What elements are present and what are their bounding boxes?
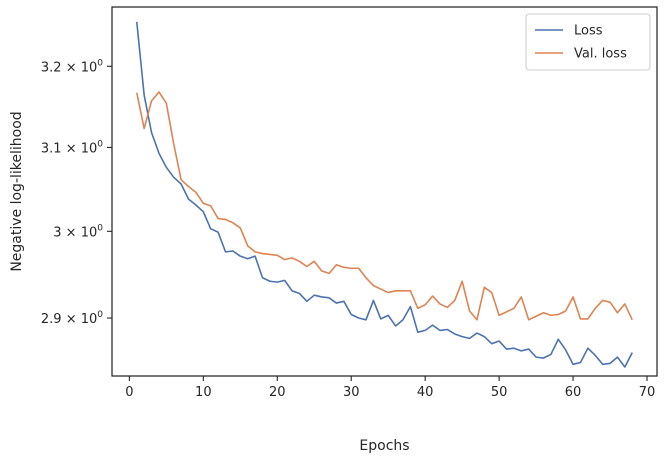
x-axis-label: Epochs — [359, 438, 409, 454]
x-tick-label: 10 — [195, 385, 212, 400]
series-layer — [135, 21, 633, 368]
legend-label-val-loss: Val. loss — [574, 47, 627, 62]
series-line-loss — [135, 21, 633, 368]
y-axis-ticks: 2.9 × 100 3 × 100 3.1 × 100 3.2 × 100 — [41, 58, 112, 327]
x-tick-label: 0 — [125, 385, 133, 400]
y-tick-label: 3 × 100 — [53, 223, 103, 240]
x-tick-label: 30 — [343, 385, 360, 400]
y-tick-label: 3.2 × 100 — [41, 58, 103, 75]
x-tick-label: 70 — [639, 385, 656, 400]
legend: Loss Val. loss — [525, 13, 651, 71]
y-tick-label: 2.9 × 100 — [41, 310, 103, 327]
legend-box — [525, 13, 651, 71]
x-tick-label: 60 — [565, 385, 582, 400]
y-axis-label: Negative log-likelihood — [9, 111, 25, 271]
plot-frame — [111, 6, 658, 377]
x-axis-ticks: 0 10 20 30 40 50 60 70 — [125, 376, 655, 400]
x-tick-label: 50 — [491, 385, 508, 400]
x-tick-label: 40 — [417, 385, 434, 400]
series-line-val-loss — [135, 91, 633, 321]
x-tick-label: 20 — [269, 385, 286, 400]
y-tick-label: 3.1 × 100 — [41, 139, 103, 156]
legend-label-loss: Loss — [574, 24, 603, 39]
